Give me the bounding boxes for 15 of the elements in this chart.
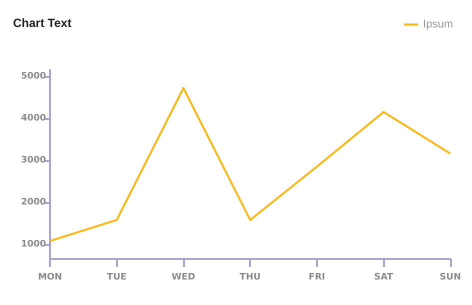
x-tick-label: TUE <box>106 272 127 282</box>
x-tick-label: THU <box>240 272 261 282</box>
x-tick-label: SUN <box>440 272 462 282</box>
x-tick-label: WED <box>172 272 196 282</box>
x-tick-label: SAT <box>374 272 394 282</box>
x-tick-label: MON <box>38 272 62 282</box>
chart-title: Chart Text <box>13 16 72 30</box>
y-tick-label: 2000 <box>20 197 46 208</box>
y-tick-label: 5000 <box>20 71 46 82</box>
line-series <box>49 87 452 242</box>
y-tick-label: 1000 <box>20 239 46 250</box>
legend-label: Ipsum <box>423 18 454 30</box>
y-tick-label: 3000 <box>20 155 46 166</box>
x-tick-label: FRI <box>308 272 326 282</box>
y-tick-label: 4000 <box>20 113 46 124</box>
